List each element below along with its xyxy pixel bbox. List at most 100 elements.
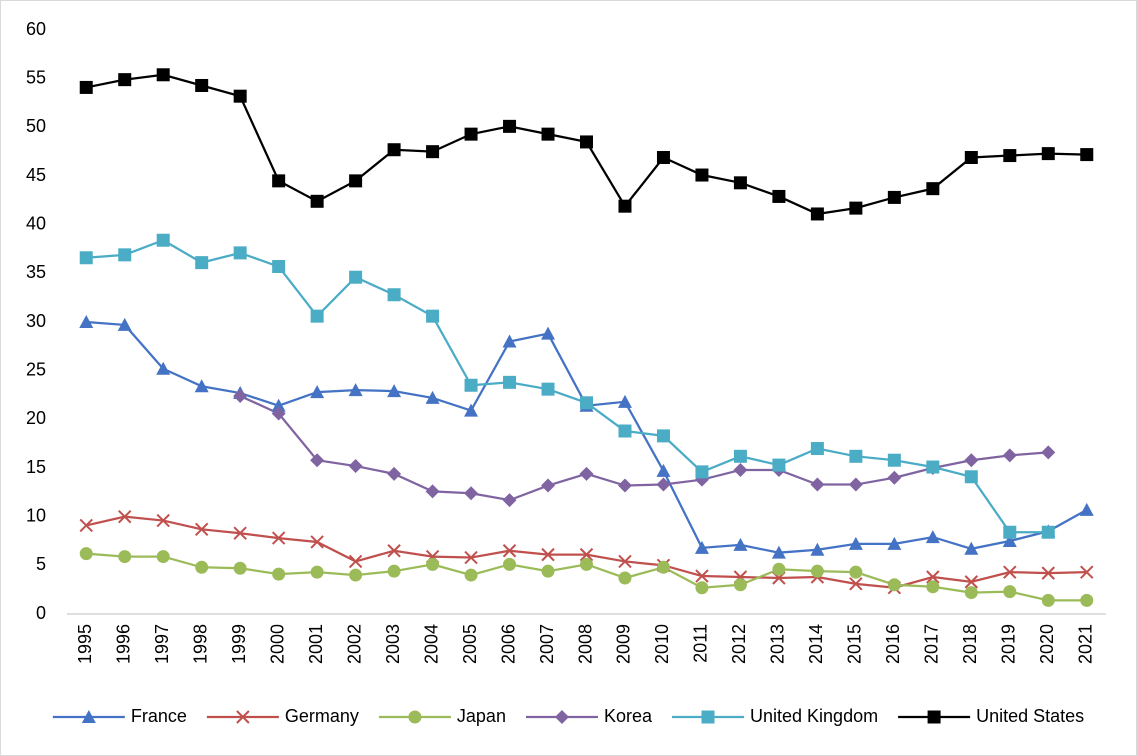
marker <box>926 580 940 594</box>
marker <box>195 560 209 574</box>
y-tick-label: 45 <box>26 165 46 185</box>
marker <box>1003 149 1017 163</box>
marker <box>887 536 902 550</box>
legend-item: Germany <box>206 706 359 726</box>
marker <box>503 557 517 571</box>
legend-label: United States <box>976 706 1084 726</box>
marker <box>810 564 824 578</box>
marker <box>348 459 363 474</box>
y-tick-label: 10 <box>26 505 46 525</box>
marker <box>310 535 324 549</box>
marker <box>926 570 940 584</box>
x-tick-label: 1999 <box>229 624 249 664</box>
marker <box>502 544 517 558</box>
marker <box>464 378 478 392</box>
legend-item: Korea <box>525 706 653 726</box>
x-tick-label: 2012 <box>729 624 749 664</box>
marker <box>425 484 440 499</box>
marker <box>1003 525 1017 539</box>
marker <box>695 569 709 583</box>
marker <box>118 248 132 262</box>
marker <box>464 403 479 417</box>
marker <box>426 145 440 159</box>
marker <box>195 256 209 270</box>
x-tick-label: 2013 <box>768 624 788 664</box>
marker <box>156 361 171 375</box>
marker <box>1041 593 1055 607</box>
legend-item: United States <box>898 706 1084 726</box>
x-tick-label: 2016 <box>883 624 903 664</box>
marker <box>310 385 325 399</box>
marker <box>618 571 632 585</box>
marker <box>272 260 286 274</box>
marker <box>425 390 440 404</box>
marker <box>310 194 324 208</box>
marker <box>387 466 402 481</box>
marker <box>156 233 170 247</box>
marker <box>1041 147 1055 161</box>
marker <box>1003 585 1017 599</box>
marker <box>387 143 401 157</box>
marker <box>1041 566 1055 580</box>
marker <box>848 477 863 492</box>
x-tick-label: 2002 <box>344 624 364 664</box>
marker <box>887 190 901 204</box>
marker <box>79 547 93 561</box>
marker <box>927 710 941 724</box>
marker <box>349 174 363 188</box>
marker <box>236 710 250 724</box>
marker <box>810 207 824 221</box>
marker <box>849 565 863 579</box>
x-tick-label: 2009 <box>614 624 634 664</box>
marker <box>887 453 901 467</box>
x-tick-label: 2018 <box>960 624 980 664</box>
marker <box>272 567 286 581</box>
legend-item: United Kingdom <box>672 706 878 726</box>
marker <box>579 547 594 562</box>
x-tick-label: 2017 <box>922 624 942 664</box>
marker <box>887 578 901 592</box>
marker <box>656 477 671 492</box>
marker <box>733 578 747 592</box>
marker <box>618 199 632 213</box>
marker <box>117 317 132 331</box>
marker <box>156 550 170 564</box>
y-tick-label: 30 <box>26 311 46 331</box>
marker <box>233 388 248 403</box>
marker <box>271 406 286 421</box>
marker <box>156 68 170 82</box>
marker <box>310 309 324 323</box>
marker <box>426 557 440 571</box>
marker <box>926 182 940 196</box>
marker <box>310 453 325 468</box>
x-tick-label: 2008 <box>575 624 595 664</box>
x-tick-label: 2010 <box>652 624 672 664</box>
marker <box>964 151 978 165</box>
marker <box>964 541 979 555</box>
marker <box>810 442 824 456</box>
marker <box>387 288 401 302</box>
marker <box>926 460 940 474</box>
marker <box>580 135 593 149</box>
marker <box>195 78 209 92</box>
marker <box>579 466 594 481</box>
marker <box>771 545 786 559</box>
marker <box>964 470 978 484</box>
y-tick-label: 0 <box>36 603 46 623</box>
x-tick-label: 1998 <box>190 624 210 664</box>
x-tick-label: 2001 <box>306 624 326 664</box>
marker <box>541 326 556 340</box>
y-tick-label: 20 <box>26 408 46 428</box>
marker <box>348 383 363 397</box>
marker <box>1079 502 1094 516</box>
marker <box>79 80 93 94</box>
marker <box>1080 148 1094 162</box>
marker <box>733 537 748 551</box>
marker <box>848 536 863 550</box>
marker <box>772 458 786 472</box>
marker <box>387 384 402 398</box>
marker <box>194 379 209 393</box>
marker <box>1080 565 1094 579</box>
